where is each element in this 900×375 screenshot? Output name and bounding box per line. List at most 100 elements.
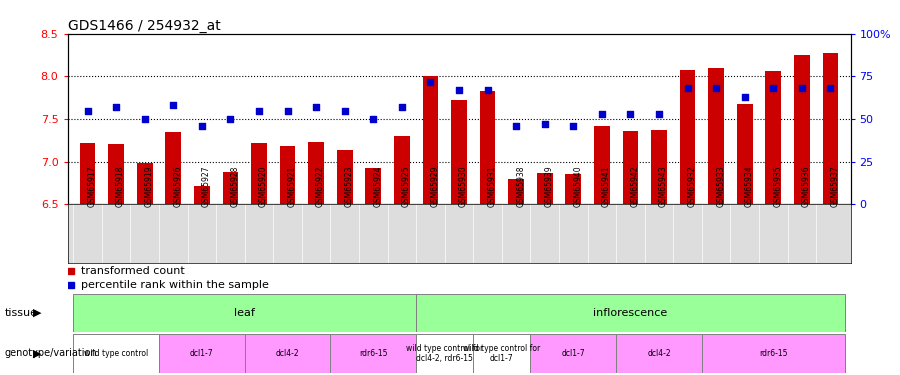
Text: GSM65936: GSM65936 [802,166,811,207]
Bar [73,334,159,373]
Bar [337,150,353,204]
Text: GSM65935: GSM65935 [773,166,782,207]
Point [481,87,495,93]
Point [194,123,209,129]
Text: GSM65939: GSM65939 [544,166,554,207]
Text: ▶: ▶ [33,308,41,318]
Text: GSM65932: GSM65932 [688,166,697,207]
Point [652,111,666,117]
Point [166,102,180,108]
Text: GSM65937: GSM65937 [831,166,840,207]
Text: tissue: tissue [4,308,38,318]
Text: genotype/variation: genotype/variation [4,348,97,358]
Text: GSM65941: GSM65941 [602,166,611,207]
Text: GSM65924: GSM65924 [374,166,382,207]
Point [795,86,809,92]
Text: ▶: ▶ [33,348,41,358]
Text: dcl1-7: dcl1-7 [562,349,585,358]
Text: leaf: leaf [234,308,255,318]
Bar [616,334,702,373]
Bar [309,142,324,204]
Text: transformed count: transformed count [81,266,185,276]
Point [537,121,552,127]
Bar [73,294,416,332]
Text: GSM65931: GSM65931 [488,166,497,207]
Point [309,104,323,110]
Bar [530,334,617,373]
Bar [708,68,724,204]
Bar [794,55,810,204]
Point [509,123,524,129]
Text: GSM65919: GSM65919 [145,166,154,207]
Text: GSM65929: GSM65929 [430,166,439,207]
Bar [245,334,330,373]
Point [824,86,838,92]
Text: GSM65938: GSM65938 [517,166,526,207]
Point [595,111,609,117]
Text: dcl4-2: dcl4-2 [647,349,670,358]
Bar [508,179,524,204]
Bar [394,136,410,204]
Text: dcl1-7: dcl1-7 [190,349,213,358]
Bar [416,294,845,332]
Bar [166,132,181,204]
Bar [473,334,530,373]
Bar [652,130,667,204]
Bar [330,334,416,373]
Text: GSM65917: GSM65917 [87,166,96,207]
Bar [737,104,752,204]
Bar [480,91,495,204]
Point [452,87,466,93]
Bar [137,164,152,204]
Bar [537,173,553,204]
Point [394,104,409,110]
Text: rdr6-15: rdr6-15 [759,349,788,358]
Bar [565,174,581,204]
Point [338,108,352,114]
Bar [680,70,696,204]
Text: inflorescence: inflorescence [593,308,668,318]
Bar [702,334,845,373]
Bar [159,334,245,373]
Bar [423,75,438,204]
Bar [280,146,295,204]
Point [566,123,580,129]
Text: GSM65942: GSM65942 [631,166,640,207]
Point [366,116,381,122]
Text: GSM65922: GSM65922 [316,166,325,207]
Point [80,108,94,114]
Bar [823,53,839,204]
Bar [79,143,95,204]
Text: GSM65927: GSM65927 [202,166,211,207]
Point [624,111,638,117]
Text: GSM65921: GSM65921 [287,166,296,207]
Text: wild type control: wild type control [84,349,148,358]
Point [709,86,724,92]
Bar [416,334,473,373]
Bar [194,186,210,204]
Bar [222,172,239,204]
Point [223,116,238,122]
Text: dcl4-2: dcl4-2 [275,349,300,358]
Text: GSM65930: GSM65930 [459,166,468,207]
Text: GSM65918: GSM65918 [116,166,125,207]
Text: GSM65923: GSM65923 [345,166,354,207]
Point [138,116,152,122]
Text: GSM65934: GSM65934 [745,166,754,207]
Bar [251,143,266,204]
Text: rdr6-15: rdr6-15 [359,349,388,358]
Text: GSM65925: GSM65925 [401,166,410,207]
Point [738,94,752,100]
Text: wild type control for
dcl4-2, rdr6-15: wild type control for dcl4-2, rdr6-15 [406,344,483,363]
Text: GSM65940: GSM65940 [573,166,582,207]
Text: GDS1466 / 254932_at: GDS1466 / 254932_at [68,19,220,33]
Text: GSM65920: GSM65920 [259,166,268,207]
Text: wild type control for
dcl1-7: wild type control for dcl1-7 [464,344,541,363]
Bar [451,100,467,204]
Point [280,108,294,114]
Point [109,104,123,110]
Text: GSM65926: GSM65926 [173,166,182,207]
Bar [365,168,381,204]
Bar [108,144,124,204]
Point [252,108,266,114]
